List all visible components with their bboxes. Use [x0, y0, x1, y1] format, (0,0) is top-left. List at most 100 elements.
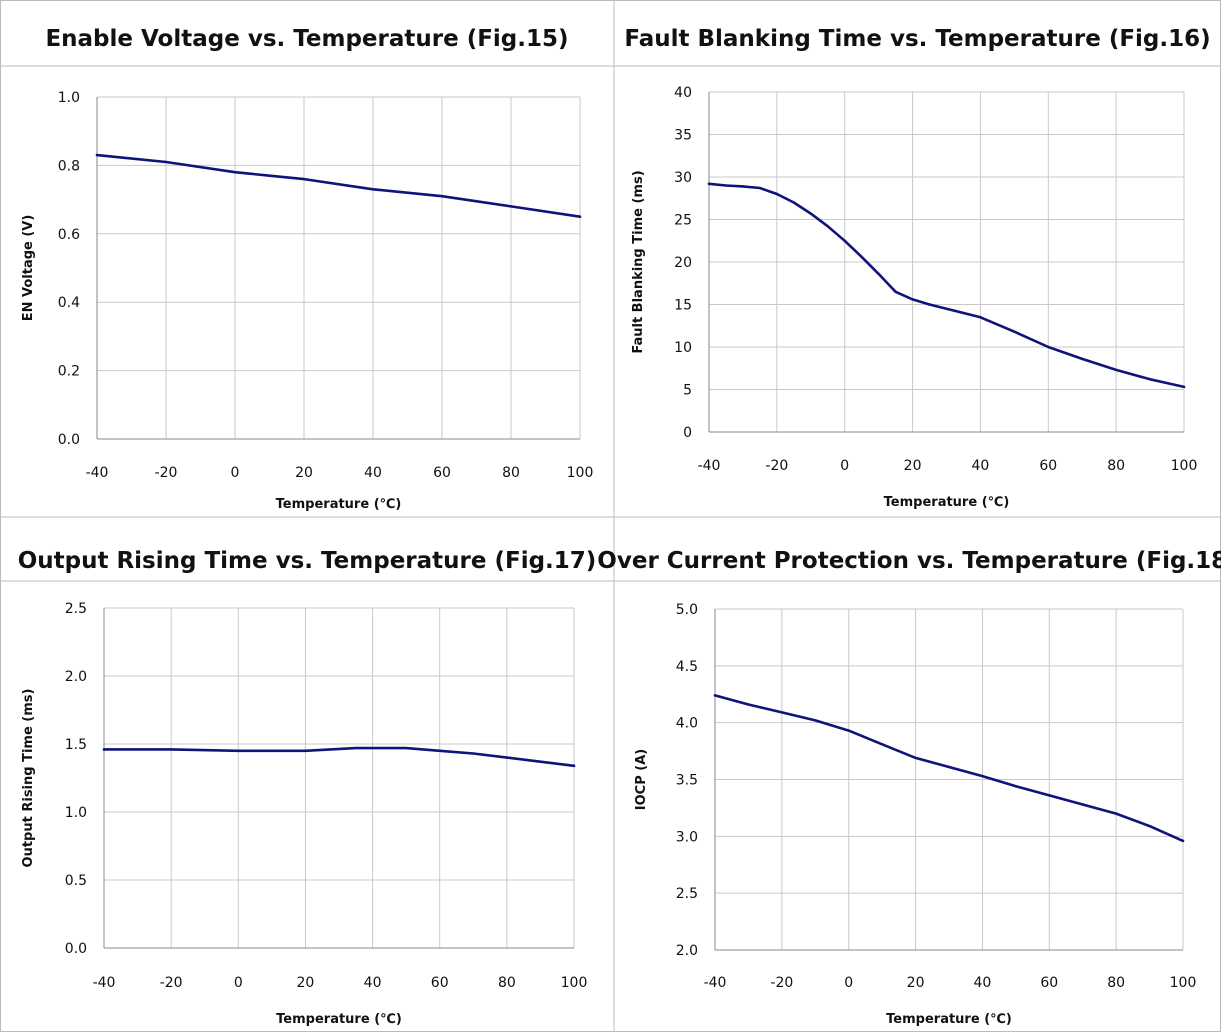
chart-panel-fig18: Over Current Protection vs. Temperature …	[597, 548, 1221, 1027]
data-point	[747, 703, 750, 706]
chart-title: Output Rising Time vs. Temperature (Fig.…	[18, 548, 597, 574]
y-tick-label: 0.2	[58, 364, 80, 380]
x-tick-label: 80	[1107, 458, 1125, 474]
x-tick-label: 100	[1171, 458, 1198, 474]
x-tick-label: 100	[1170, 975, 1197, 991]
data-point	[809, 212, 812, 215]
y-tick-label: 2.5	[65, 601, 87, 617]
data-point	[572, 764, 576, 767]
data-point	[880, 743, 884, 746]
data-point	[404, 746, 408, 750]
data-point	[1047, 345, 1050, 349]
data-point	[979, 316, 982, 319]
x-tick-label: 0	[840, 458, 849, 474]
data-point	[1181, 839, 1185, 843]
data-point	[928, 303, 931, 306]
data-point	[438, 749, 441, 752]
data-point	[1182, 385, 1186, 389]
y-tick-label: 5.0	[676, 602, 698, 618]
x-tick-label: 40	[974, 975, 992, 991]
chart-panel-fig16: Fault Blanking Time vs. Temperature (Fig…	[614, 26, 1221, 510]
data-point	[354, 746, 357, 750]
data-point	[1148, 378, 1152, 381]
y-tick-label: 25	[674, 213, 692, 229]
x-tick-label: -20	[770, 975, 793, 991]
x-tick-label: 20	[907, 975, 925, 991]
data-point	[237, 749, 240, 752]
x-tick-label: 0	[234, 975, 243, 991]
data-point	[847, 729, 850, 732]
y-tick-label: 10	[674, 340, 692, 356]
chart-panel-fig17: Output Rising Time vs. Temperature (Fig.…	[0, 548, 614, 1027]
data-point	[945, 307, 948, 310]
data-point	[578, 215, 582, 218]
x-tick-label: -40	[86, 465, 109, 481]
gridlines	[96, 96, 581, 440]
x-tick-label: 40	[364, 975, 382, 991]
x-tick-label: 100	[567, 465, 594, 481]
data-point	[707, 182, 711, 185]
x-tick-label: 40	[364, 465, 382, 481]
data-point	[947, 765, 951, 769]
y-tick-label: 2.5	[676, 886, 698, 902]
data-point	[440, 194, 444, 198]
gridlines	[708, 91, 1185, 433]
data-point	[814, 719, 817, 722]
y-tick-label: 0	[683, 425, 692, 441]
y-tick-label: 20	[674, 255, 692, 271]
x-tick-label: 60	[431, 975, 449, 991]
y-tick-label: 0.0	[58, 432, 80, 448]
x-tick-label: 0	[844, 975, 853, 991]
x-tick-label: 20	[904, 458, 922, 474]
x-axis-label: Temperature (℃)	[276, 497, 402, 512]
data-point	[962, 311, 965, 315]
data-point	[792, 201, 796, 204]
y-tick-label: 3.0	[676, 829, 698, 845]
x-tick-label: 80	[498, 975, 516, 991]
x-tick-label: 80	[502, 465, 520, 481]
y-tick-label: 15	[674, 298, 692, 314]
y-axis-label: IOCP (A)	[634, 749, 649, 810]
series-line	[95, 153, 582, 218]
data-point	[1114, 812, 1118, 815]
data-point	[911, 298, 914, 301]
y-tick-label: 0.0	[65, 941, 87, 957]
data-point	[1014, 785, 1018, 788]
y-tick-label: 4.0	[676, 716, 698, 732]
data-point	[1048, 794, 1051, 797]
gridlines	[103, 607, 575, 949]
y-tick-label: 2.0	[676, 943, 698, 959]
chart-title: Fault Blanking Time vs. Temperature (Fig…	[624, 26, 1210, 52]
data-point	[713, 694, 717, 697]
data-point	[775, 192, 779, 196]
data-point	[724, 184, 728, 187]
data-point	[894, 290, 897, 293]
y-tick-label: 5	[683, 383, 692, 399]
y-tick-label: 0.4	[58, 295, 80, 311]
data-point	[102, 748, 106, 751]
data-point	[860, 255, 863, 259]
x-tick-label: 100	[561, 975, 588, 991]
data-point	[1081, 357, 1084, 361]
data-point	[741, 185, 745, 188]
data-point	[509, 205, 513, 208]
data-point	[169, 748, 173, 751]
y-tick-label: 0.6	[58, 227, 80, 243]
data-point	[914, 756, 917, 760]
data-point	[505, 756, 509, 759]
data-point	[95, 153, 99, 157]
x-tick-label: 0	[231, 465, 240, 481]
y-axis-label: EN Voltage (V)	[21, 215, 36, 322]
x-tick-label: 20	[297, 975, 315, 991]
chart-panel-fig15: Enable Voltage vs. Temperature (Fig.15) -…	[0, 26, 614, 512]
data-point	[302, 177, 306, 181]
x-tick-label: -20	[155, 465, 178, 481]
x-tick-label: -20	[765, 458, 788, 474]
data-point	[1081, 803, 1084, 806]
chart-title: Over Current Protection vs. Temperature …	[597, 548, 1221, 574]
x-tick-label: 80	[1107, 975, 1125, 991]
data-point	[1114, 368, 1118, 372]
y-axis-label: Fault Blanking Time (ms)	[631, 170, 646, 353]
